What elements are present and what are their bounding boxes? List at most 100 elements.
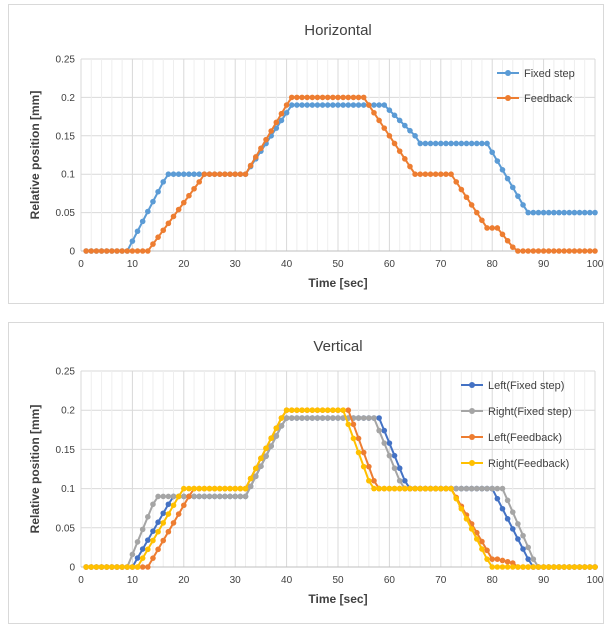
h-data-point [119,248,125,254]
v-data-point [376,485,382,492]
h-data-point [288,102,295,108]
v-data-point [227,493,233,500]
v-data-point [165,501,172,508]
h-data-point [473,140,480,147]
v-data-point [571,564,578,570]
h-data-point [443,140,449,147]
v-data-point [283,407,290,413]
v-data-point [520,546,526,552]
v-data-point [340,407,346,413]
h-x-tick-label: 100 [587,259,604,270]
h-legend-marker [505,95,511,101]
h-y-axis-label: Relative position [mm] [28,91,42,220]
v-data-point [463,516,470,522]
h-data-point [479,217,485,224]
h-data-point [145,248,151,254]
h-data-point [576,209,583,216]
h-y-tick-label: 0.1 [61,170,75,181]
v-data-point [134,555,141,561]
h-x-tick-label: 50 [332,259,344,270]
v-y-axis-label: Relative position [mm] [28,405,42,534]
h-data-point [396,148,403,154]
h-data-point [175,206,182,213]
h-data-point [330,94,336,101]
h-data-point [381,102,388,108]
h-data-point [566,248,573,254]
v-data-point [427,485,434,492]
h-data-point [340,94,346,101]
v-data-point [504,497,511,504]
h-data-point [196,179,203,185]
v-data-point [114,564,120,570]
v-data-point [520,564,526,570]
h-data-point [206,171,213,177]
h-data-point [391,112,398,119]
v-data-point [371,485,377,492]
v-data-point [561,564,567,570]
h-data-point [309,102,316,108]
v-data-point [499,505,506,512]
v-data-point [581,564,588,570]
v-data-point [360,463,367,470]
v-data-point [330,415,336,421]
h-data-point [458,140,465,147]
v-data-point [206,493,213,500]
v-data-point [438,485,444,492]
h-data-point [520,202,526,208]
v-data-point [252,465,259,472]
v-data-point [371,477,377,484]
v-y-tick-label: 0.2 [61,406,75,417]
v-data-point [181,485,187,492]
h-data-point [350,94,357,101]
h-data-point [484,225,490,231]
h-data-point [88,248,95,254]
v-legend-entry: Right(Fixed step) [461,406,572,418]
v-data-point [494,495,501,502]
h-data-point [278,110,285,117]
v-data-point [196,493,203,500]
v-data-point [134,539,141,545]
v-data-point [402,477,408,484]
h-data-point [294,94,300,101]
v-data-point [391,452,398,459]
v-series-4 [83,407,598,570]
h-data-point [381,125,388,131]
h-data-point [371,109,377,116]
h-x-tick-label: 40 [281,259,293,270]
v-data-point [484,556,490,562]
h-data-point [535,209,542,216]
h-x-axis-label: Time [sec] [308,276,367,290]
v-data-point [355,449,362,456]
h-data-point [396,117,403,124]
h-data-point [427,171,434,177]
v-data-point [155,519,161,525]
v-data-point [278,423,285,429]
v-data-point [211,485,218,492]
v-data-point [468,526,475,532]
h-data-point [355,94,362,101]
h-data-point [412,133,418,139]
h-data-point [309,94,316,101]
v-data-point [119,564,125,570]
h-data-point [556,248,562,254]
h-data-point [196,171,203,177]
v-x-tick-label: 10 [127,575,139,586]
h-data-point [360,102,367,108]
v-data-point [366,463,372,470]
h-data-point [391,140,398,147]
v-y-tick-label: 0.05 [56,523,76,534]
v-data-point [216,493,223,500]
v-data-point [252,473,259,480]
h-data-point [489,149,496,156]
v-x-tick-label: 20 [178,575,190,586]
h-data-point [278,117,285,124]
h-data-point [443,171,449,177]
v-data-point [170,502,177,509]
h-data-point [376,117,382,124]
v-chart-title: Vertical [313,338,362,355]
h-data-point [468,140,475,147]
v-data-point [366,477,372,484]
v-data-point [484,547,490,554]
v-data-point [201,493,208,500]
v-data-point [386,440,393,446]
